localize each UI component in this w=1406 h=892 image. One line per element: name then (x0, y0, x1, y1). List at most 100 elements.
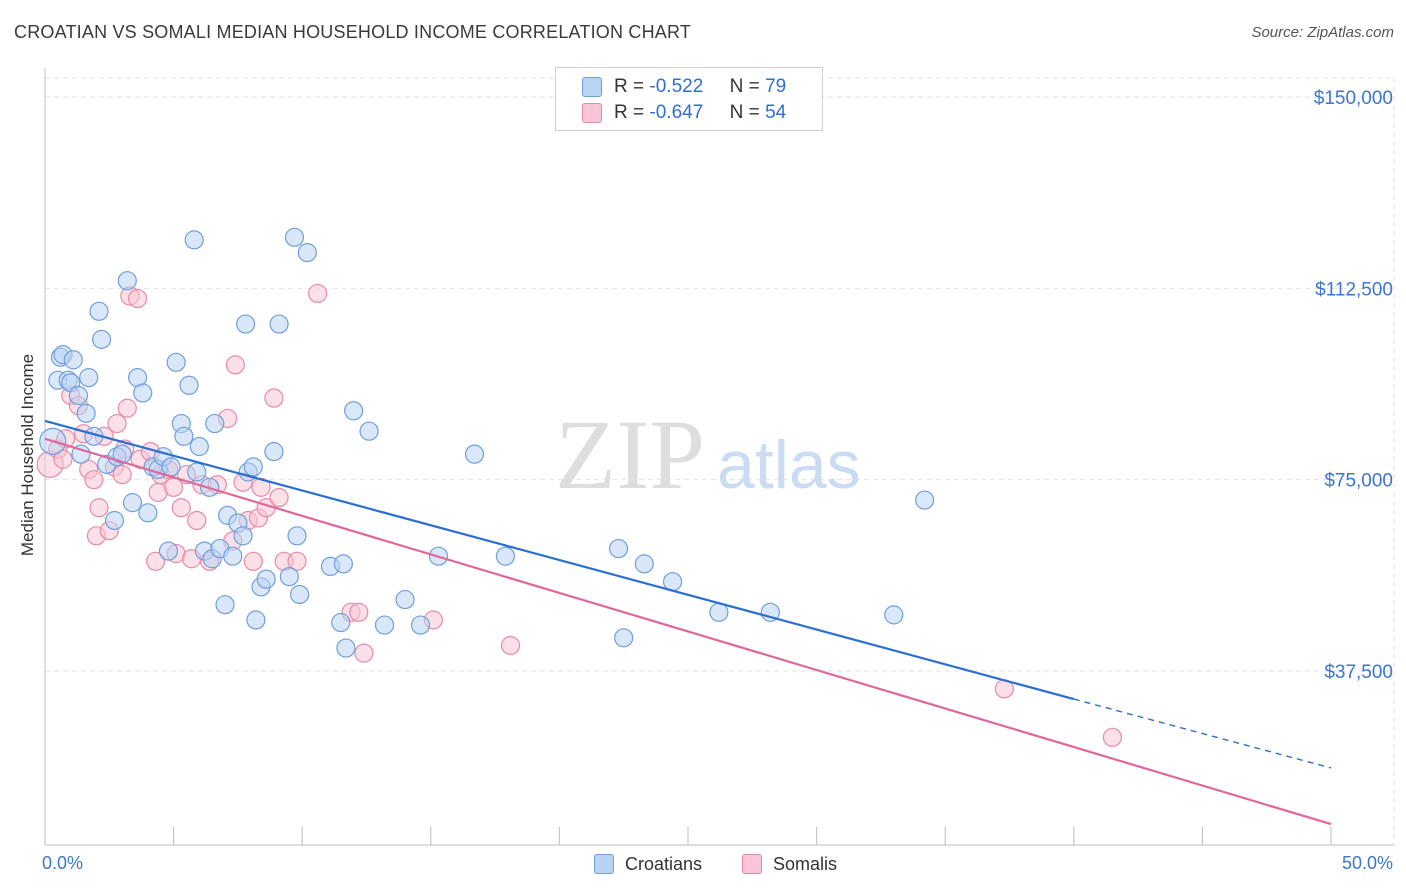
croatians-point (104, 510, 125, 531)
croatians-point (133, 383, 153, 403)
croatians-point (269, 314, 289, 334)
croatians-point (287, 526, 307, 546)
croatians-point (122, 493, 143, 513)
y-tick-label: $150,000 (1314, 88, 1393, 109)
croatians-point (395, 589, 415, 610)
watermark: ZIP atlas (555, 399, 861, 510)
somalis-point (107, 413, 127, 434)
watermark-atlas: atlas (717, 427, 861, 503)
trend-lines (44, 419, 1332, 826)
croatians-point (464, 444, 485, 464)
croatians-point (243, 457, 263, 477)
croatians-point (91, 329, 112, 349)
croatians-point (166, 352, 186, 372)
croatians-point (205, 413, 225, 434)
croatians-point (290, 584, 310, 605)
croatians-point (336, 638, 356, 658)
croatians-point (112, 444, 132, 464)
legend-n-label: N = (729, 76, 760, 97)
croatians-trend-extension (1073, 698, 1332, 769)
somalis-point (187, 510, 207, 531)
y-tick-label: $75,000 (1324, 471, 1393, 492)
croatians-swatch (582, 77, 602, 97)
croatians-point (189, 436, 209, 457)
x-tick-label-min: 0.0% (42, 853, 83, 873)
somalis-point (349, 602, 369, 622)
croatians-point (614, 628, 634, 648)
legend-r-label: R = (614, 102, 645, 123)
croatians-point (359, 421, 379, 441)
croatians-point (76, 403, 96, 423)
somalis-point (117, 398, 137, 418)
somalis-point (269, 487, 289, 508)
croatians-point (256, 569, 276, 589)
croatians-point (344, 401, 364, 421)
croatians-point (331, 612, 351, 633)
x-tick-label-max: 50.0% (1342, 853, 1393, 873)
croatians-point (915, 490, 935, 510)
somalis-point (127, 288, 148, 309)
legend-n-value: 79 (765, 76, 787, 97)
croatians-point (236, 314, 256, 334)
croatians-point (709, 602, 729, 622)
croatians-point (884, 605, 904, 625)
somalis-point (500, 635, 521, 656)
croatians-point (184, 230, 204, 250)
legend-r-label: R = (614, 76, 645, 97)
somalis-legend-swatch (742, 854, 762, 874)
croatians-point (63, 350, 83, 370)
y-tick-label: $112,500 (1315, 279, 1393, 300)
somalis-points (36, 283, 1122, 747)
legend-r-value: -0.647 (649, 102, 704, 123)
croatians-point (608, 538, 629, 559)
watermark-zip: ZIP (555, 399, 705, 510)
source-label: Source: ZipAtlas.com (1251, 24, 1394, 41)
croatians-point (71, 444, 91, 464)
croatians-point (297, 243, 317, 263)
croatians-point (374, 615, 395, 635)
somalis-point (264, 388, 284, 408)
legend-n-label: N = (729, 102, 760, 123)
croatians-legend-swatch (594, 854, 614, 874)
somalis-point (112, 464, 132, 485)
somalis-swatch (582, 103, 602, 123)
croatians-trend-line (44, 419, 1075, 701)
somalis-trend-line (44, 437, 1332, 826)
croatians-point (333, 554, 353, 574)
somalis-legend-label: Somalis (773, 854, 838, 874)
croatians-point (284, 227, 305, 247)
croatians-point (138, 503, 158, 523)
legend-n-value: 54 (765, 102, 787, 123)
croatians-point (215, 595, 235, 615)
somalis-point (287, 551, 307, 571)
croatians-point (117, 271, 137, 291)
legend-r-value: -0.522 (649, 76, 704, 97)
croatians-point (187, 462, 207, 482)
somalis-point (243, 551, 263, 571)
chart-title: CROATIAN VS SOMALI MEDIAN HOUSEHOLD INCO… (14, 22, 692, 42)
somalis-point (89, 498, 109, 518)
stats-legend: R = -0.522 N = 79 R = -0.647 N = 54 (555, 67, 823, 131)
croatians-point (495, 546, 515, 566)
croatians-point (246, 610, 266, 630)
croatians-point (179, 375, 199, 395)
croatians-point (158, 541, 179, 561)
croatians-points (39, 227, 935, 658)
y-tick-label: $37,500 (1324, 662, 1393, 683)
croatians-point (161, 457, 181, 477)
croatians-point (634, 554, 654, 574)
somalis-point (171, 498, 191, 518)
somalis-point (308, 283, 328, 304)
somalis-point (354, 643, 374, 663)
croatians-point (233, 526, 253, 546)
croatians-point (174, 426, 194, 446)
somalis-point (145, 551, 166, 571)
croatians-point (79, 368, 99, 388)
croatians-point (89, 301, 109, 321)
croatians-point (264, 442, 284, 462)
somalis-point (225, 355, 245, 375)
somalis-point (1102, 727, 1122, 747)
y-tick-labels: $37,500 $75,000 $112,500 $150,000 (1314, 88, 1393, 683)
croatians-point (223, 546, 243, 566)
